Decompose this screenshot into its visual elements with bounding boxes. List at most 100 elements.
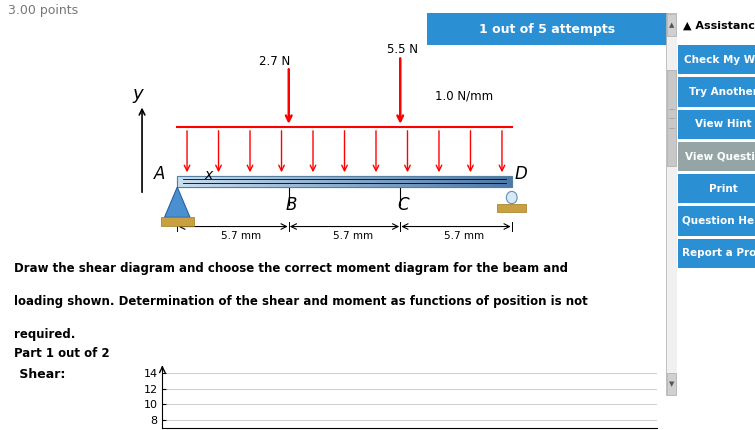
Bar xyxy=(324,175,328,187)
Text: 2.7 N: 2.7 N xyxy=(260,55,291,68)
Bar xyxy=(223,175,227,187)
Bar xyxy=(449,175,453,187)
Bar xyxy=(248,175,252,187)
Bar xyxy=(436,175,441,187)
FancyBboxPatch shape xyxy=(673,141,755,172)
Bar xyxy=(252,175,257,187)
Bar xyxy=(374,175,378,187)
Bar xyxy=(303,175,307,187)
Bar xyxy=(390,175,395,187)
Bar xyxy=(407,175,411,187)
Bar xyxy=(177,175,181,187)
Text: x: x xyxy=(205,168,213,181)
Bar xyxy=(395,175,399,187)
FancyBboxPatch shape xyxy=(673,76,755,108)
Bar xyxy=(357,175,361,187)
Bar xyxy=(298,175,303,187)
Text: ▲: ▲ xyxy=(669,22,674,28)
FancyBboxPatch shape xyxy=(673,173,755,205)
Bar xyxy=(307,175,311,187)
Bar xyxy=(328,175,332,187)
Text: ▼: ▼ xyxy=(669,381,674,387)
Text: required.: required. xyxy=(14,328,76,341)
Bar xyxy=(361,175,365,187)
Bar xyxy=(232,175,236,187)
Bar xyxy=(336,175,341,187)
Text: Print: Print xyxy=(709,184,738,194)
Bar xyxy=(470,175,474,187)
Bar xyxy=(349,175,353,187)
Text: 1 out of 5 attempts: 1 out of 5 attempts xyxy=(479,22,615,36)
Bar xyxy=(499,175,504,187)
Text: B: B xyxy=(286,196,297,214)
Bar xyxy=(403,175,407,187)
Bar xyxy=(495,175,499,187)
Bar xyxy=(190,175,194,187)
Bar xyxy=(181,175,186,187)
Text: A: A xyxy=(154,165,165,183)
Text: Try Another: Try Another xyxy=(689,87,755,97)
Bar xyxy=(261,175,265,187)
Text: 3.00 points: 3.00 points xyxy=(8,4,78,17)
FancyBboxPatch shape xyxy=(673,44,755,76)
Bar xyxy=(198,175,202,187)
Text: 5.5 N: 5.5 N xyxy=(387,43,418,56)
Bar xyxy=(667,373,676,395)
Bar xyxy=(240,175,244,187)
Bar xyxy=(387,175,390,187)
Bar xyxy=(441,175,445,187)
Text: Report a Prob: Report a Prob xyxy=(683,248,755,258)
Bar xyxy=(497,203,526,212)
Bar xyxy=(433,175,436,187)
Text: loading shown. Determination of the shear and moment as functions of position is: loading shown. Determination of the shea… xyxy=(14,295,588,308)
Bar xyxy=(482,175,487,187)
Bar xyxy=(428,175,433,187)
Bar xyxy=(211,175,215,187)
Text: View Hint: View Hint xyxy=(695,119,751,129)
FancyBboxPatch shape xyxy=(427,13,668,45)
Bar xyxy=(453,175,458,187)
Bar xyxy=(474,175,479,187)
Bar xyxy=(507,175,512,187)
Bar xyxy=(424,175,428,187)
Polygon shape xyxy=(165,187,190,217)
Bar xyxy=(273,175,278,187)
FancyBboxPatch shape xyxy=(673,108,755,140)
Text: 5.7 mm: 5.7 mm xyxy=(444,231,485,241)
Bar xyxy=(194,175,198,187)
Bar xyxy=(202,175,207,187)
Text: Shear:: Shear: xyxy=(15,368,66,381)
Bar xyxy=(378,175,382,187)
Bar xyxy=(265,175,270,187)
Bar xyxy=(461,175,466,187)
Bar xyxy=(420,175,424,187)
Text: C: C xyxy=(397,196,409,214)
Bar xyxy=(290,175,294,187)
Bar xyxy=(415,175,420,187)
Bar xyxy=(161,217,194,226)
Bar xyxy=(227,175,232,187)
Text: ▲ Assistance: ▲ Assistance xyxy=(683,21,755,31)
Text: 1.0 N/mm: 1.0 N/mm xyxy=(436,89,494,102)
Bar xyxy=(365,175,370,187)
Bar xyxy=(207,175,211,187)
Bar xyxy=(504,175,507,187)
Bar xyxy=(186,175,190,187)
Bar xyxy=(177,175,512,187)
Bar xyxy=(353,175,357,187)
Bar xyxy=(270,175,273,187)
Bar xyxy=(311,175,316,187)
Text: View Questio: View Questio xyxy=(685,151,755,162)
Bar xyxy=(294,175,298,187)
Bar xyxy=(667,70,676,166)
Bar xyxy=(466,175,470,187)
Bar xyxy=(244,175,248,187)
Text: Draw the shear diagram and choose the correct moment diagram for the beam and: Draw the shear diagram and choose the co… xyxy=(14,262,568,275)
Bar xyxy=(411,175,415,187)
Bar xyxy=(215,175,219,187)
Bar xyxy=(286,175,290,187)
Bar xyxy=(399,175,403,187)
Bar xyxy=(370,175,374,187)
Text: Part 1 out of 2: Part 1 out of 2 xyxy=(14,347,109,360)
Text: Question Help: Question Help xyxy=(682,216,755,226)
